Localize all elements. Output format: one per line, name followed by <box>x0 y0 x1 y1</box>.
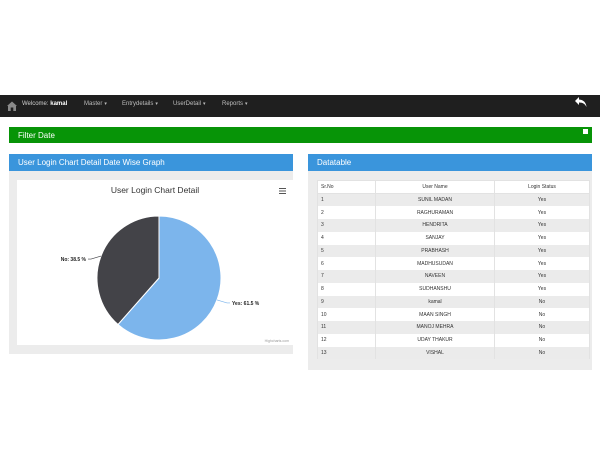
menu-entrydetails-label: Entrydetails <box>122 101 154 107</box>
cell-login-status: No <box>494 321 590 334</box>
table-row: 8 SUDHANSHU Yes <box>317 282 590 296</box>
chevron-down-icon: ▾ <box>155 101 158 107</box>
home-icon[interactable] <box>6 100 18 112</box>
datatable-title: Datatable <box>308 154 592 171</box>
cell-login-status: No <box>494 308 590 321</box>
cell-srno: 10 <box>317 308 376 321</box>
cell-login-status: Yes <box>494 193 590 207</box>
top-navbar: Welcome: kamal Master ▾ Entrydetails ▾ Use… <box>0 95 600 117</box>
table-row: 1 SUNIL MADAN Yes <box>317 193 590 207</box>
column-header-username[interactable]: User Name <box>375 180 495 194</box>
table-row: 7 NAVEEN Yes <box>317 270 590 283</box>
datatable-panel: Datatable Sr.No User Name Login Status 1… <box>308 154 592 370</box>
filter-date-bar[interactable]: Filter Date <box>9 127 592 143</box>
table-row: 6 MADHUSUDAN Yes <box>317 257 590 270</box>
cell-login-status: No <box>494 346 590 360</box>
cell-srno: 12 <box>317 333 376 347</box>
cell-login-status: No <box>494 295 590 309</box>
login-status-table: Sr.No User Name Login Status 1 SUNIL MADA… <box>317 180 590 360</box>
welcome-user: kamal <box>50 101 68 107</box>
cell-srno: 7 <box>317 270 376 283</box>
menu-reports-label: Reports <box>222 101 244 107</box>
cell-username: kamal <box>375 295 495 309</box>
cell-username: RAGHURAMAN <box>375 206 495 219</box>
chart-credits[interactable]: Highcharts.com <box>264 339 289 343</box>
cell-srno: 13 <box>317 346 376 360</box>
menu-reports[interactable]: Reports ▾ <box>222 101 248 107</box>
collapse-toggle-icon[interactable] <box>583 129 588 134</box>
menu-master[interactable]: Master ▾ <box>84 101 107 107</box>
cell-login-status: Yes <box>494 206 590 219</box>
filter-title: Filter Date <box>18 131 55 140</box>
cell-srno: 4 <box>317 231 376 245</box>
cell-srno: 2 <box>317 206 376 219</box>
menu-userdetail-label: UserDetail <box>173 101 202 107</box>
table-row: 4 SANJAY Yes <box>317 231 590 245</box>
pie-slice-yes[interactable] <box>117 215 222 341</box>
cell-srno: 5 <box>317 244 376 258</box>
pie-chart: User Login Chart Detail Yes: 61.5 % No: 3… <box>17 180 293 345</box>
chevron-down-icon: ▾ <box>104 101 107 107</box>
cell-username: MAAN SINGH <box>375 308 495 321</box>
cell-srno: 1 <box>317 193 376 207</box>
cell-login-status: Yes <box>494 270 590 283</box>
back-arrow-icon[interactable] <box>574 96 588 108</box>
table-row: 2 RAGHURAMAN Yes <box>317 206 590 219</box>
menu-master-label: Master <box>84 101 103 107</box>
table-row: 12 UDAY THAKUR No <box>317 333 590 347</box>
pie-label-no: No: 38.5 % <box>61 257 87 263</box>
cell-username: VISHAL <box>375 346 495 360</box>
chart-title: User Login Chart Detail <box>110 185 200 195</box>
column-header-srno[interactable]: Sr.No <box>317 180 376 194</box>
cell-login-status: Yes <box>494 257 590 270</box>
column-header-login-status[interactable]: Login Status <box>494 180 590 194</box>
chart-menu-icon[interactable] <box>279 188 286 194</box>
menu-userdetail[interactable]: UserDetail ▾ <box>173 101 206 107</box>
chevron-down-icon: ▾ <box>245 101 248 107</box>
pie-slice-no[interactable] <box>96 215 160 326</box>
table-row: 3 HENDRITA Yes <box>317 219 590 232</box>
cell-login-status: Yes <box>494 282 590 296</box>
cell-username: SUNIL MADAN <box>375 193 495 207</box>
table-row: 11 MANOJ MEHRA No <box>317 321 590 334</box>
cell-srno: 11 <box>317 321 376 334</box>
chevron-down-icon: ▾ <box>203 101 206 107</box>
cell-username: HENDRITA <box>375 219 495 232</box>
chart-panel: User Login Chart Detail Date Wise Graph … <box>9 154 293 354</box>
cell-username: UDAY THAKUR <box>375 333 495 347</box>
welcome-prefix: Welcome <box>22 101 47 107</box>
cell-login-status: Yes <box>494 231 590 245</box>
table-row: 5 PRABHASH Yes <box>317 244 590 258</box>
pie-connector-no <box>88 255 102 260</box>
pie-connector-yes <box>216 299 230 304</box>
pie-svg: Yes: 61.5 % No: 38.5 % <box>61 215 260 341</box>
table-header-row: Sr.No User Name Login Status <box>317 180 590 194</box>
cell-srno: 6 <box>317 257 376 270</box>
cell-username: SUDHANSHU <box>375 282 495 296</box>
cell-srno: 9 <box>317 295 376 309</box>
cell-username: PRABHASH <box>375 244 495 258</box>
pie-label-yes: Yes: 61.5 % <box>232 301 260 307</box>
cell-username: SANJAY <box>375 231 495 245</box>
cell-login-status: No <box>494 333 590 347</box>
cell-srno: 3 <box>317 219 376 232</box>
table-row: 10 MAAN SINGH No <box>317 308 590 321</box>
cell-username: NAVEEN <box>375 270 495 283</box>
table-row: 13 VISHAL No <box>317 346 590 360</box>
cell-username: MADHUSUDAN <box>375 257 495 270</box>
menu-entrydetails[interactable]: Entrydetails ▾ <box>122 101 158 107</box>
table-row: 9 kamal No <box>317 295 590 309</box>
cell-login-status: Yes <box>494 219 590 232</box>
chart-panel-title: User Login Chart Detail Date Wise Graph <box>9 154 293 171</box>
cell-srno: 8 <box>317 282 376 296</box>
welcome-text: Welcome: kamal <box>22 101 68 107</box>
cell-username: MANOJ MEHRA <box>375 321 495 334</box>
cell-login-status: Yes <box>494 244 590 258</box>
